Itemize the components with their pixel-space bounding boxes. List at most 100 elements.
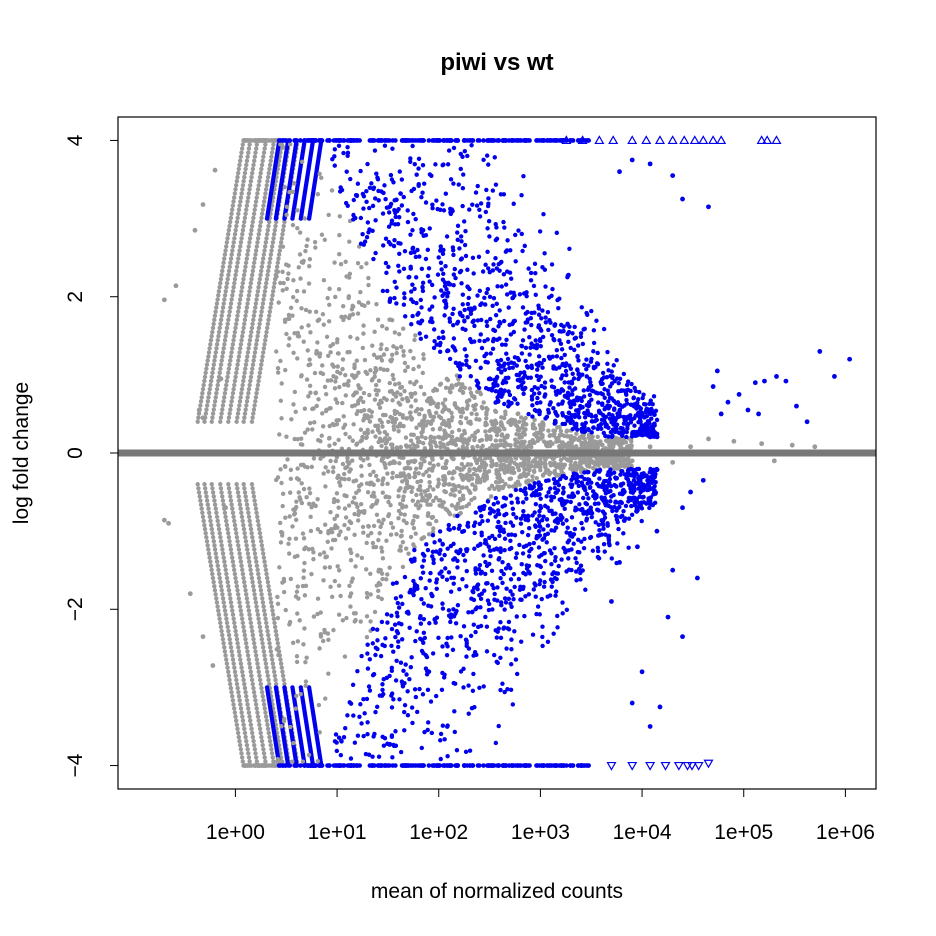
low-count-point	[240, 714, 245, 719]
not-significant-point	[426, 399, 431, 404]
low-count-point	[270, 244, 275, 249]
low-count-point	[229, 502, 234, 507]
low-count-point	[229, 211, 234, 217]
significant-point	[408, 232, 413, 237]
low-count-point	[251, 588, 257, 593]
low-count-point	[267, 734, 272, 740]
low-count-point	[254, 338, 260, 343]
low-count-point	[223, 289, 228, 294]
low-count-point	[251, 260, 257, 265]
not-significant-point	[505, 433, 510, 438]
low-count-point	[225, 276, 230, 282]
not-significant-point	[398, 385, 403, 391]
not-significant-point	[391, 376, 396, 382]
not-significant-point	[331, 364, 336, 369]
significant-point	[306, 685, 312, 690]
significant-point	[394, 301, 399, 306]
low-count-point	[205, 358, 210, 363]
significant-point	[521, 173, 526, 179]
low-count-point	[220, 350, 226, 355]
not-significant-point	[464, 416, 469, 421]
not-significant-point	[401, 455, 406, 461]
significant-point	[605, 349, 610, 355]
not-significant-point	[379, 596, 384, 602]
not-significant-point	[475, 477, 480, 483]
not-significant-point	[354, 358, 360, 363]
low-count-point	[255, 710, 260, 715]
not-significant-point	[385, 471, 390, 476]
significant-point	[395, 600, 401, 606]
not-significant-point	[279, 381, 284, 386]
low-count-point	[255, 293, 260, 298]
low-count-point	[261, 203, 266, 208]
low-count-point	[228, 494, 233, 499]
significant-point	[520, 529, 525, 535]
not-significant-point	[465, 441, 470, 447]
not-significant-point	[321, 550, 327, 555]
low-count-point	[263, 710, 268, 715]
low-count-point	[228, 215, 234, 221]
low-count-point	[195, 482, 200, 487]
not-significant-point	[332, 578, 338, 584]
low-count-point	[206, 551, 212, 556]
low-count-point	[266, 730, 271, 736]
low-count-point	[239, 665, 244, 670]
points-layer	[161, 135, 853, 771]
not-significant-point	[299, 306, 304, 311]
low-count-point	[249, 174, 254, 180]
low-count-point	[211, 362, 217, 367]
significant-point	[443, 191, 449, 196]
not-significant-point	[343, 393, 349, 398]
low-count-point	[254, 604, 259, 609]
low-count-point	[240, 518, 245, 524]
low-count-point	[242, 726, 247, 732]
low-count-point	[252, 498, 257, 503]
not-significant-point	[278, 467, 283, 472]
low-count-point	[210, 575, 216, 581]
low-count-point	[238, 293, 244, 298]
low-count-point	[264, 665, 269, 670]
low-count-point	[255, 236, 261, 241]
not-significant-point	[421, 356, 426, 362]
not-significant-point	[534, 475, 539, 481]
not-significant-point	[430, 529, 436, 535]
x-axis-label: mean of normalized counts	[371, 880, 623, 903]
low-count-point	[255, 333, 260, 339]
not-significant-point	[311, 501, 316, 506]
significant-point	[393, 634, 398, 640]
not-significant-point	[328, 584, 333, 590]
significant-point	[389, 705, 395, 710]
not-significant-point	[328, 378, 334, 383]
low-count-point	[233, 321, 239, 327]
significant-point	[516, 576, 522, 582]
not-significant-point	[369, 504, 374, 510]
not-significant-point	[381, 517, 386, 522]
significant-point	[414, 629, 419, 634]
low-count-point	[220, 498, 226, 503]
low-count-point	[222, 256, 227, 261]
not-significant-point	[394, 474, 400, 479]
significant-point	[513, 487, 519, 493]
low-count-point	[263, 661, 269, 666]
low-count-point	[224, 620, 230, 626]
significant-point	[589, 514, 594, 520]
low-count-point	[240, 382, 245, 388]
not-significant-point	[444, 458, 449, 464]
low-count-point	[229, 551, 234, 556]
significant-point	[436, 255, 441, 260]
low-count-point	[245, 702, 250, 707]
not-significant-point	[379, 571, 385, 576]
not-significant-point	[336, 612, 342, 617]
low-count-point	[228, 596, 233, 601]
not-significant-point	[449, 503, 455, 508]
not-significant-point	[325, 469, 331, 474]
not-significant-point	[282, 464, 288, 469]
low-count-point	[242, 583, 248, 589]
not-significant-point	[341, 471, 347, 477]
not-significant-point	[290, 222, 296, 228]
not-significant-point	[544, 468, 549, 474]
low-count-point	[224, 378, 230, 384]
not-significant-point	[456, 427, 462, 433]
low-count-point	[232, 276, 238, 282]
not-significant-point	[413, 502, 419, 508]
